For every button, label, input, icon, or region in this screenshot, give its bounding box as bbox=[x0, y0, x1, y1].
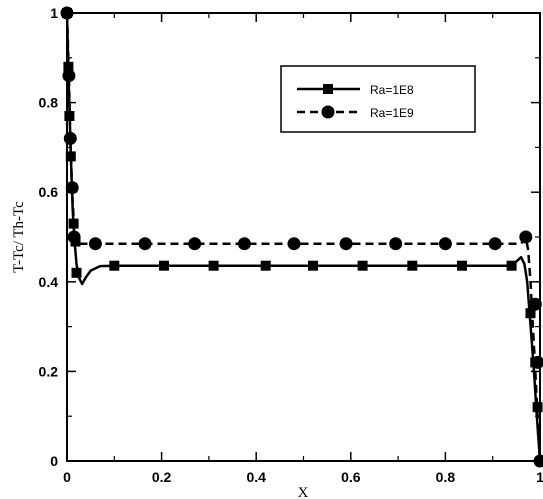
x-tick-label: 0 bbox=[63, 469, 71, 485]
y-tick-label: 1 bbox=[50, 5, 58, 21]
y-tick-label: 0 bbox=[50, 453, 58, 469]
legend-box bbox=[280, 65, 476, 133]
x-tick-label: 1 bbox=[536, 469, 543, 485]
y-tick-label: 0.6 bbox=[39, 184, 59, 200]
series-2-point bbox=[389, 237, 403, 251]
x-tick-label: 0.4 bbox=[246, 469, 266, 485]
x-tick-label: 0.2 bbox=[152, 469, 172, 485]
y-tick-label: 0.2 bbox=[39, 363, 59, 379]
series-2-point bbox=[528, 297, 542, 311]
series-2-point bbox=[63, 131, 77, 145]
series-2-point bbox=[488, 237, 502, 251]
y-axis-title: T-Tc/ Th-Tc bbox=[11, 201, 27, 273]
series-2-point bbox=[287, 237, 301, 251]
series-2-point bbox=[138, 237, 152, 251]
x-axis-title: X bbox=[298, 485, 309, 499]
series-2-point bbox=[237, 237, 251, 251]
series-1-point bbox=[208, 260, 219, 271]
series-1-point bbox=[308, 260, 318, 271]
series-2-point bbox=[438, 237, 452, 251]
series-1-point bbox=[525, 308, 536, 319]
y-tick-label: 0.4 bbox=[39, 274, 59, 290]
series-1-point bbox=[159, 260, 169, 271]
series-1-point bbox=[71, 267, 82, 278]
series-1-point bbox=[357, 260, 368, 271]
series-2-point bbox=[65, 181, 79, 195]
x-tick-label: 0.6 bbox=[341, 469, 361, 485]
series-1-point bbox=[457, 260, 467, 271]
y-tick-label: 0.8 bbox=[39, 95, 59, 111]
legend-marker-1 bbox=[323, 84, 333, 94]
legend-marker-2 bbox=[321, 105, 335, 119]
series-2-point bbox=[339, 237, 353, 251]
legend: Ra=1E8 Ra=1E9 bbox=[280, 65, 476, 133]
series-1-point bbox=[64, 111, 75, 121]
series-1-point bbox=[407, 260, 418, 271]
series-2-line bbox=[65, 12, 542, 462]
series-2-point bbox=[67, 230, 81, 244]
y-tick-labels: 0 0.2 0.4 0.6 0.8 1 bbox=[39, 5, 59, 469]
series-1-point bbox=[109, 260, 120, 271]
series-2-point bbox=[62, 69, 76, 83]
x-tick-labels: 0 0.2 0.4 0.6 0.8 1 bbox=[63, 469, 543, 485]
series-2-point bbox=[88, 237, 102, 251]
series-2-point bbox=[519, 230, 533, 244]
series-1-point bbox=[260, 260, 271, 271]
series-1-point bbox=[532, 402, 543, 413]
series-1-point bbox=[506, 260, 517, 271]
legend-label-1: Ra=1E8 bbox=[370, 83, 414, 97]
series-2-point bbox=[188, 237, 202, 251]
ticks-layer bbox=[66, 12, 541, 462]
legend-label-2: Ra=1E9 bbox=[370, 106, 414, 120]
x-tick-label: 0.8 bbox=[436, 469, 456, 485]
